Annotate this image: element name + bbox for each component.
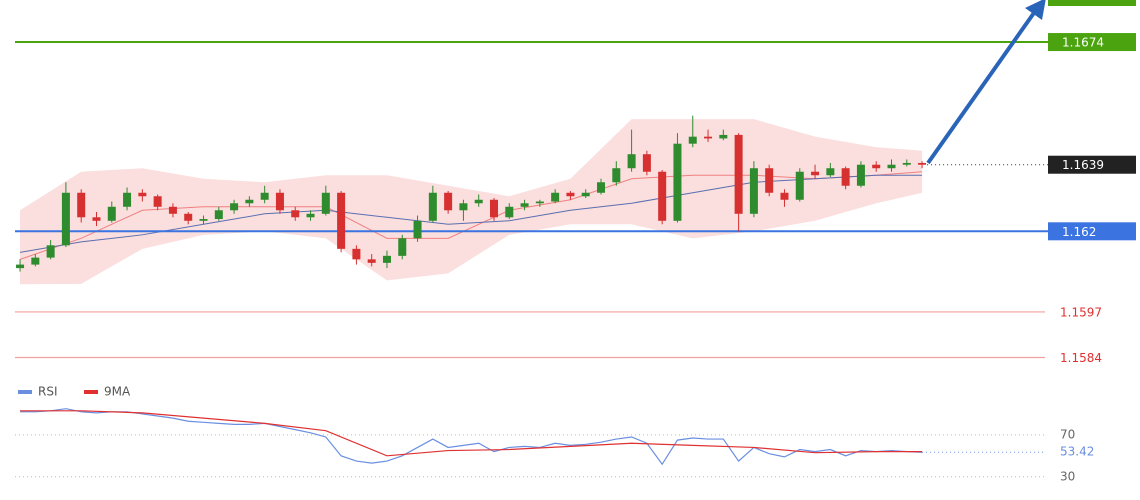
candle-body: [489, 199, 498, 218]
offscreen-level-box: [1048, 0, 1136, 6]
candle-body: [367, 259, 376, 263]
candle-body: [856, 164, 865, 186]
candle-body: [658, 171, 667, 221]
candle-body: [306, 213, 315, 218]
candle-body: [428, 192, 437, 221]
candle-body: [123, 192, 132, 207]
bollinger-band: [20, 119, 923, 285]
candle-body: [474, 199, 483, 204]
series-line: [20, 408, 923, 466]
level-label: 1.1674: [1062, 36, 1104, 50]
candle-body: [321, 192, 330, 214]
candle-body: [107, 206, 116, 221]
moving-average-line: [19, 174, 923, 253]
candle-body: [153, 196, 162, 207]
candle-body: [826, 168, 835, 176]
candle-body: [749, 168, 758, 214]
candle-body: [918, 162, 927, 165]
candle-body: [245, 199, 254, 204]
y-tick-label: 30: [1060, 469, 1075, 483]
candle-body: [230, 203, 239, 211]
candle-body: [291, 210, 300, 218]
candle-body: [795, 171, 804, 200]
candle-body: [382, 255, 391, 263]
level-label: 1.1597: [1060, 305, 1102, 319]
candle-body: [199, 219, 208, 221]
candle-body: [902, 162, 911, 165]
last-price-label: 1.1639: [1062, 158, 1104, 172]
candle-body: [77, 192, 86, 218]
candle-body: [184, 213, 193, 221]
candle-body: [688, 136, 697, 144]
last-price-box: [1048, 155, 1136, 174]
candle-body: [398, 238, 407, 256]
candle-body: [841, 168, 850, 186]
candle-body: [168, 206, 177, 214]
level-label-box: [1048, 33, 1136, 52]
candle-body: [673, 143, 682, 221]
forecast-arrow: [926, 0, 1046, 165]
candle-body: [275, 192, 284, 211]
candle-body: [704, 136, 713, 139]
candle-body: [505, 206, 514, 218]
candle-body: [566, 192, 575, 197]
candle-body: [459, 203, 468, 211]
candle-body: [765, 168, 774, 193]
series-line: [20, 410, 923, 457]
candle-body: [61, 192, 70, 246]
candle-body: [597, 182, 606, 193]
candle-body: [46, 245, 55, 258]
arrow-head: [1025, 0, 1046, 20]
candle-body: [535, 201, 544, 204]
candle-body: [887, 164, 896, 169]
candle-body: [16, 264, 25, 269]
candle-body: [413, 220, 422, 239]
candle-body: [31, 257, 40, 265]
candle-body: [138, 192, 147, 197]
candle-body: [337, 192, 346, 249]
arrow-shaft: [926, 8, 1038, 165]
level-label-box: [1048, 222, 1136, 241]
candle-body: [92, 217, 101, 221]
candle-body: [581, 192, 590, 197]
legend-label: RSI: [38, 385, 58, 399]
candle-body: [811, 171, 820, 176]
last-value-label: 53.42: [1060, 445, 1094, 459]
candle-body: [214, 210, 223, 220]
candle-body: [352, 248, 361, 260]
candle-body: [612, 168, 621, 183]
level-label: 1.1584: [1060, 351, 1102, 365]
legend-label: 9MA: [104, 385, 131, 399]
candle-body: [551, 192, 560, 202]
candle-body: [642, 154, 651, 172]
candle-body: [520, 203, 529, 207]
candle-body: [719, 134, 728, 139]
candle-body: [444, 192, 453, 211]
y-tick-label: 70: [1060, 427, 1075, 441]
candle-body: [627, 154, 636, 169]
candle-body: [734, 134, 743, 214]
candle-body: [780, 192, 789, 200]
candle-body: [872, 164, 881, 169]
level-label: 1.162: [1062, 225, 1096, 239]
candle-body: [260, 192, 269, 200]
